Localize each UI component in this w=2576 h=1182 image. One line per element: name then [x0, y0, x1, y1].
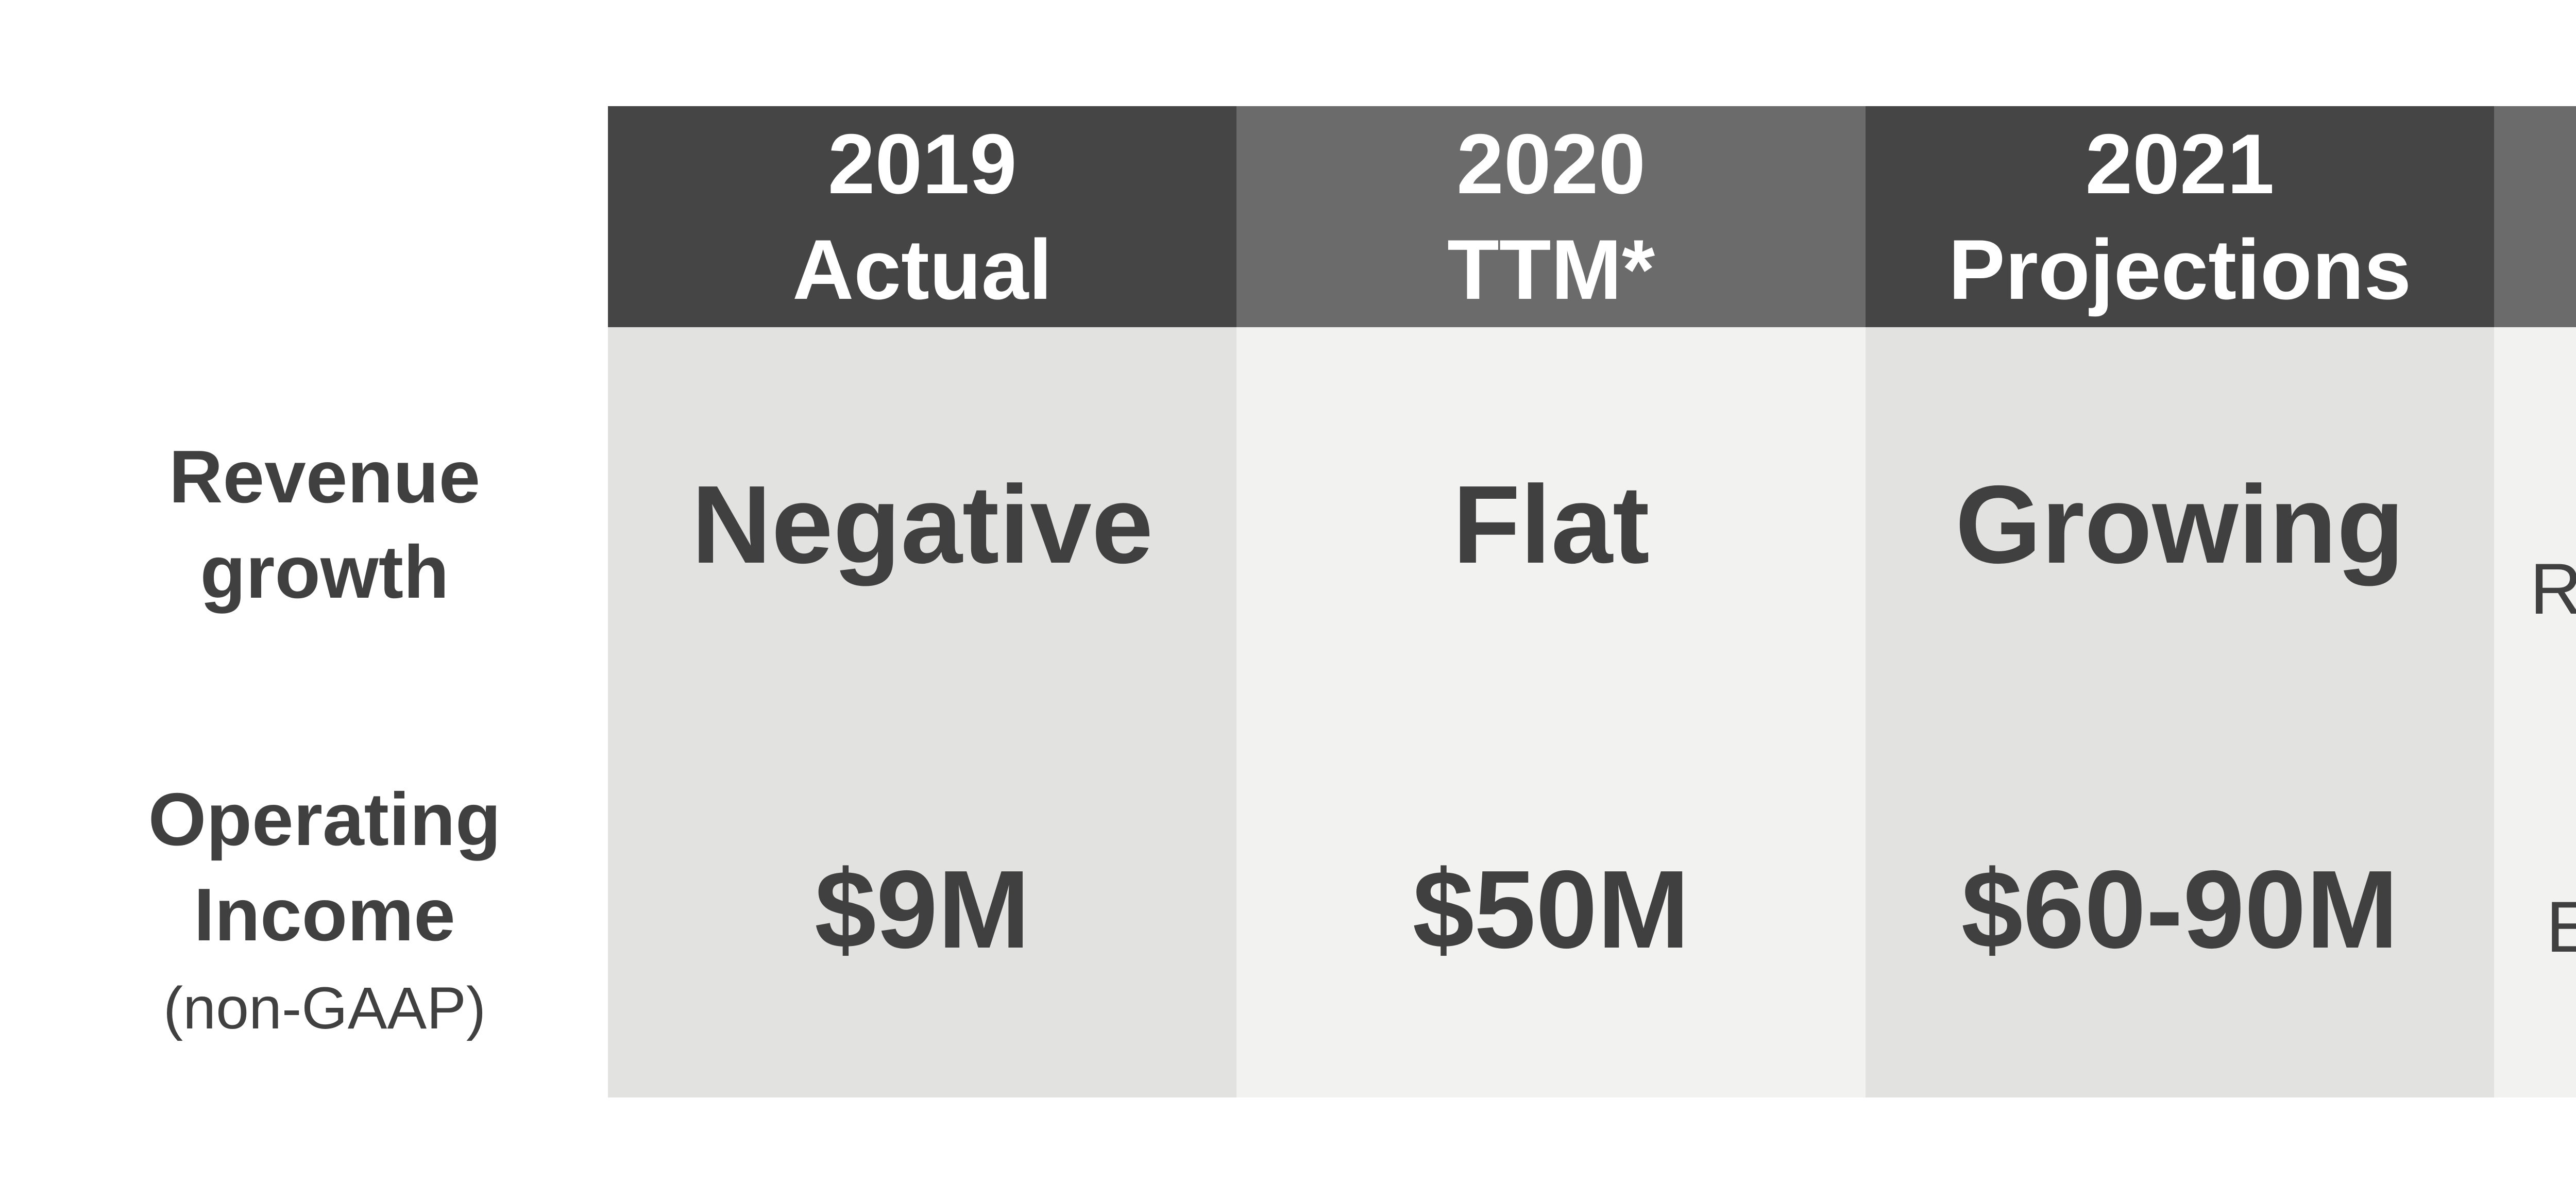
- header-line: 2021: [2085, 116, 2275, 211]
- cell-operating-income-2019: $9M: [608, 721, 1236, 1097]
- cell-revenue-growth-2021: Growing: [1866, 327, 2494, 721]
- body-2021-projections: Growing $60-90M: [1865, 327, 2495, 1097]
- header-2019-actual: 2019 Actual: [608, 106, 1237, 327]
- row-label-operating-income: Operating Income (non-GAAP): [26, 721, 623, 1097]
- header-2020-ttm: 2020 TTM*: [1236, 106, 1866, 327]
- cell-value: Growing: [1955, 462, 2404, 586]
- cell-revenue-growth-2020: Flat: [1236, 327, 1865, 721]
- row-label-line: Operating: [148, 778, 501, 861]
- cell-operating-income-2021: $60-90M: [1866, 721, 2494, 1097]
- cell-operating-income-2020: $50M: [1236, 721, 1865, 1097]
- cell-value: Flat: [1452, 462, 1650, 586]
- cell-subtext: EBITDA multiple: [2546, 886, 2576, 967]
- body-2020-ttm: Flat $50M: [1236, 327, 1866, 1097]
- row-label-line: Income: [194, 873, 455, 956]
- row-label-line: Revenue: [168, 434, 481, 518]
- cell-subtext: Revenue multiple: [2530, 548, 2576, 629]
- body-2019-actual: Negative $9M: [608, 327, 1237, 1097]
- cell-value: Negative: [691, 462, 1154, 586]
- row-label-subnote: (non-GAAP): [163, 975, 486, 1041]
- header-line: Actual: [792, 222, 1053, 317]
- cell-value: $60-90M: [1961, 847, 2399, 971]
- header-2021-projections: 2021 Projections: [1865, 106, 2495, 327]
- cell-revenue-growth-ev-multiple: 2.4X Revenue multiple: [2494, 327, 2576, 721]
- header-ev-multiples: EV Multiples**: [2494, 106, 2576, 327]
- body-ev-multiples: 2.4X Revenue multiple 15X EBITDA multipl…: [2494, 327, 2576, 1097]
- header-line: 2019: [827, 116, 1017, 211]
- header-line: TTM*: [1447, 222, 1655, 317]
- cell-value: $50M: [1412, 847, 1690, 971]
- column-2020-ttm: 2020 TTM* Flat $50M: [1236, 106, 1866, 1097]
- column-2019-actual: 2019 Actual Negative $9M: [608, 106, 1237, 1097]
- cell-revenue-growth-2019: Negative: [608, 327, 1236, 721]
- row-label-revenue-growth: Revenue growth: [26, 327, 623, 721]
- cell-value: $9M: [815, 847, 1030, 971]
- header-line: Projections: [1948, 222, 2412, 317]
- header-line: 2020: [1456, 116, 1646, 211]
- column-ev-multiples: EV Multiples** 2.4X Revenue multiple 15X…: [2494, 106, 2576, 1097]
- row-label-line: growth: [200, 530, 449, 614]
- column-2021-projections: 2021 Projections Growing $60-90M: [1865, 106, 2495, 1097]
- cell-operating-income-ev-multiple: 15X EBITDA multiple (non-GAAP): [2494, 721, 2576, 1097]
- financial-summary-table: 2019 Actual Negative $9M 2020 TTM* Flat: [608, 106, 2576, 1097]
